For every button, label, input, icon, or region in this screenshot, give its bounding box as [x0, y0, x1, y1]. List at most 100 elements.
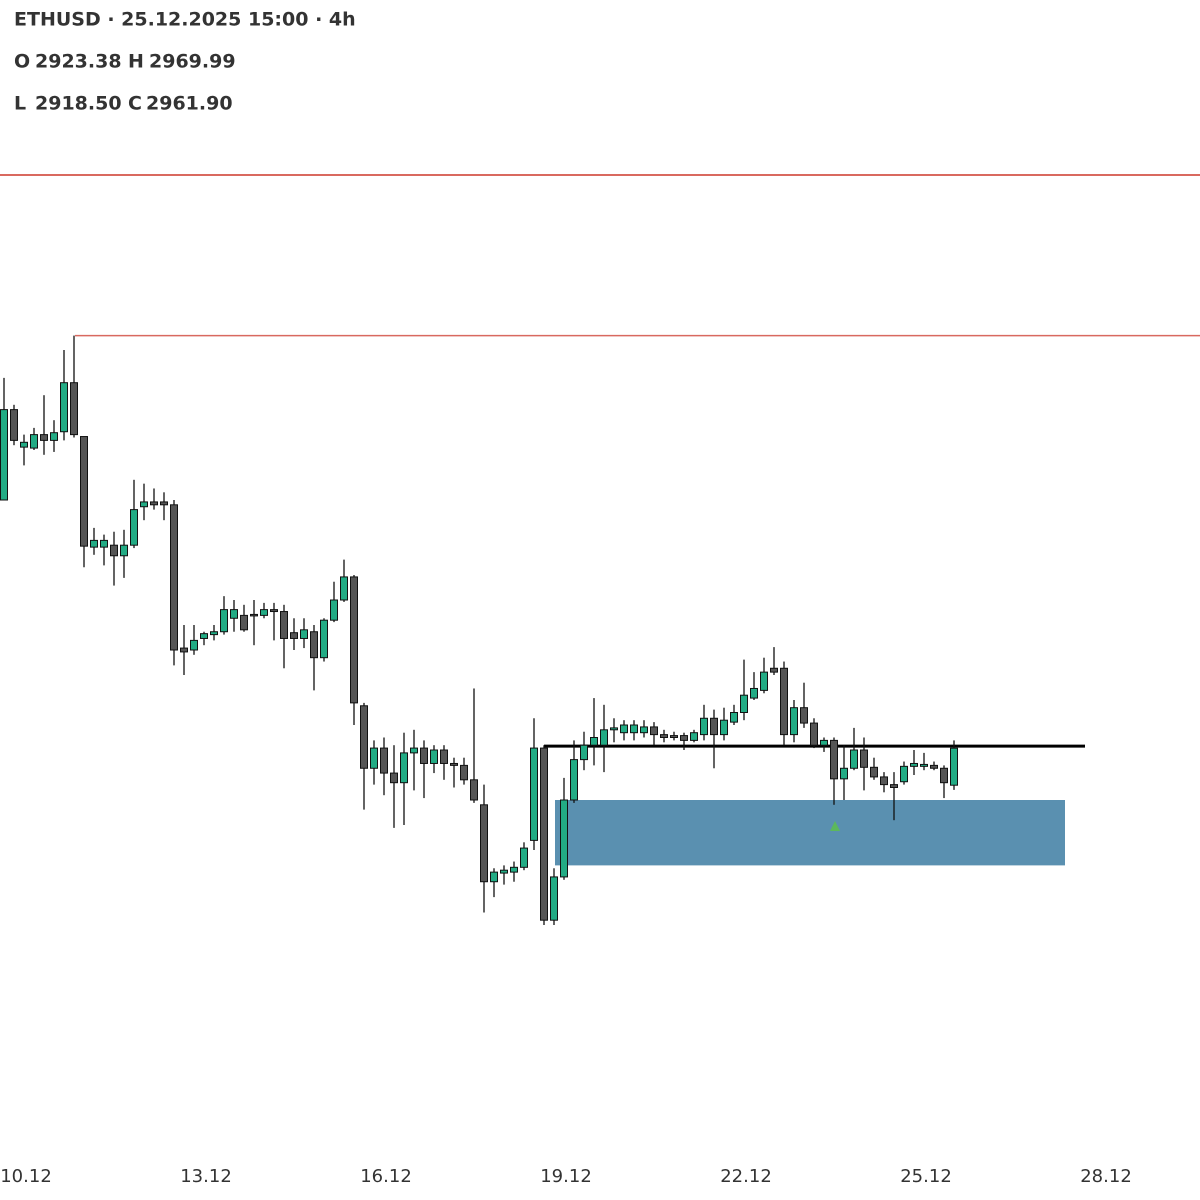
- candle-body: [550, 876, 558, 921]
- candle-body: [890, 784, 898, 788]
- candle-body: [120, 544, 128, 557]
- candle-body: [540, 747, 548, 921]
- candle-body: [50, 432, 58, 441]
- candle-body: [330, 599, 338, 621]
- candle-body: [80, 436, 88, 547]
- candle-body: [380, 747, 388, 774]
- candle-body: [480, 804, 488, 883]
- x-tick-label: 25.12: [900, 1166, 952, 1187]
- candle-body: [360, 705, 368, 769]
- candle-body: [110, 544, 118, 557]
- x-tick-label: 19.12: [540, 1166, 592, 1187]
- zone: [555, 800, 1065, 866]
- candle-body: [420, 747, 428, 764]
- candle-body: [730, 712, 738, 723]
- ohlc-label: O: [14, 51, 30, 73]
- candle-body: [320, 619, 328, 659]
- x-tick-label: 13.12: [180, 1166, 232, 1187]
- x-tick-label: 28.12: [1080, 1166, 1132, 1187]
- candle-body: [880, 776, 888, 786]
- candle-body: [940, 767, 948, 784]
- candle-body: [570, 759, 578, 801]
- candle-body: [510, 866, 518, 873]
- candle-body: [750, 687, 758, 699]
- candle-body: [500, 869, 508, 874]
- candle-body: [340, 576, 348, 601]
- candle-body: [620, 724, 628, 734]
- candle-body: [740, 694, 748, 714]
- candle-body: [530, 747, 538, 841]
- candle-body: [310, 631, 318, 659]
- candle-body: [30, 434, 38, 449]
- candle-body: [790, 707, 798, 736]
- x-tick-label: 16.12: [360, 1166, 412, 1187]
- candle-body: [230, 609, 238, 619]
- candle-body: [90, 539, 98, 548]
- candle-body: [660, 734, 668, 738]
- candle-body: [140, 501, 148, 508]
- ohlc-label: H: [128, 51, 144, 73]
- candle-body: [710, 717, 718, 736]
- candle-body: [780, 667, 788, 736]
- candle-body: [800, 707, 808, 724]
- candle-body: [770, 667, 778, 673]
- candle-body: [600, 729, 608, 746]
- candle-body: [150, 501, 158, 506]
- candle-body: [130, 509, 138, 546]
- candle-body: [520, 847, 528, 868]
- candle-body: [100, 539, 108, 548]
- candle-body: [900, 765, 908, 783]
- candle-body: [70, 382, 78, 436]
- ohlc-value: 2923.38: [35, 51, 122, 73]
- candle-body: [640, 726, 648, 734]
- candle-body: [60, 382, 68, 433]
- candle-body: [190, 639, 198, 651]
- candle-body: [270, 609, 278, 613]
- candle-body: [760, 671, 768, 691]
- candle-body: [910, 762, 918, 767]
- candle-body: [250, 613, 258, 617]
- candle-body: [670, 735, 678, 738]
- candle-body: [690, 732, 698, 741]
- candle-body: [810, 722, 818, 746]
- candle-body: [650, 726, 658, 736]
- candle-body: [210, 631, 218, 636]
- candle-body: [370, 747, 378, 769]
- ohlc-label: L: [14, 93, 26, 115]
- ohlc-value: 2969.99: [149, 51, 236, 73]
- candle-body: [40, 434, 48, 441]
- candle-body: [630, 724, 638, 734]
- candle-body: [220, 609, 228, 633]
- candle-body: [580, 744, 588, 761]
- candle-body: [440, 749, 448, 764]
- candle-body: [20, 441, 28, 448]
- candle-body: [290, 632, 298, 639]
- x-tick-label: 22.12: [720, 1166, 772, 1187]
- candle-body: [610, 727, 618, 731]
- candle-body: [170, 504, 178, 651]
- candle-body: [390, 772, 398, 784]
- candle-body: [470, 779, 478, 801]
- candle-body: [860, 749, 868, 768]
- candle-body: [400, 752, 408, 784]
- candle-body: [490, 871, 498, 883]
- ohlc-label: C: [128, 93, 142, 115]
- candle-body: [840, 767, 848, 780]
- candle-body: [430, 749, 438, 764]
- chart-title: ETHUSD · 25.12.2025 15:00 · 4h: [14, 9, 356, 31]
- candle-body: [240, 614, 248, 631]
- candle-body: [410, 747, 418, 754]
- candle-body: [930, 764, 938, 769]
- candle-body: [590, 737, 598, 746]
- ohlc-value: 2918.50: [35, 93, 122, 115]
- ohlc-value: 2961.90: [146, 93, 233, 115]
- candle-body: [920, 763, 928, 767]
- candle-body: [870, 766, 878, 778]
- candle-body: [260, 609, 268, 616]
- candle-body: [680, 735, 688, 741]
- signal-marker: [830, 820, 840, 831]
- candle-body: [700, 717, 708, 736]
- candle-body: [950, 747, 958, 786]
- candle-body: [280, 611, 288, 639]
